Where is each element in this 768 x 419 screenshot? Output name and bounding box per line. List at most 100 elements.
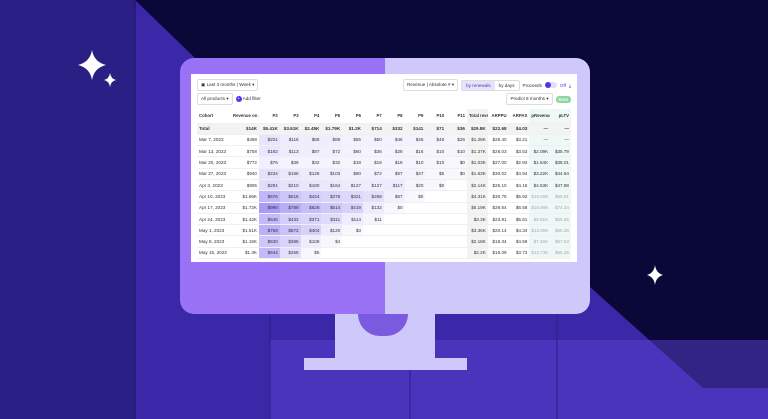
table-cell (446, 202, 467, 214)
table-row[interactable]: Apr 3, 2023 $905 $291 $210 $180 $164 $127 $127 $… (197, 179, 571, 192)
table-cell: $4.59 (508, 235, 530, 248)
table-cell: $3.61K (279, 123, 301, 135)
table-cell: $4.94 (508, 168, 530, 180)
column-header[interactable]: P7 (362, 109, 384, 124)
column-header[interactable]: Cohort (197, 109, 231, 124)
table-cell: $168 (279, 168, 301, 180)
column-header[interactable]: P3 (279, 109, 301, 124)
table-cell: $1.28K (466, 134, 488, 147)
table-row[interactable]: Mar 20, 2023 $772 $76 $39 $32 $32 $18 $18 $18 $10… (197, 156, 571, 169)
table-cell (383, 235, 405, 248)
table-row[interactable]: Mar 7, 2023 $468 $201 $116 $88 $88 $55 $50 $46 $4… (197, 134, 571, 147)
table-cell: $3.36K (466, 224, 488, 237)
table-cell: $9.51K (529, 213, 551, 226)
table-cell: — (550, 123, 571, 135)
table-cell: $676 (259, 190, 280, 203)
column-header[interactable]: Total revenue (466, 109, 488, 124)
column-header[interactable]: P2 (259, 109, 280, 124)
column-header[interactable]: P4 (300, 109, 322, 124)
table-row[interactable]: Apr 24, 2023 $1.42K $645 $432 $371 $311 $114 $1… (197, 213, 571, 226)
column-header[interactable]: Revenue on start (231, 109, 259, 124)
table-cell: $44.94 (550, 168, 571, 180)
table-cell: $50 (362, 134, 384, 147)
table-cell (404, 202, 426, 214)
table-cell (446, 235, 467, 248)
table-cell: $20 (404, 179, 426, 192)
table-row[interactable]: Mar 27, 2023 $940 $234 $168 $126 $103 $80 $72 $5… (197, 168, 571, 180)
table-cell: $371 (300, 213, 322, 226)
proceeds-toggle[interactable] (544, 82, 557, 88)
table-cell: $234 (259, 168, 280, 180)
table-row[interactable]: Apr 17, 2023 $1.72K $990 $789 $628 $514 $419 $1… (197, 202, 571, 214)
predict-select[interactable]: Predict 8 months ▾ (506, 93, 553, 105)
table-cell: $15.99K (529, 202, 551, 214)
by-days-tab[interactable]: by days (498, 82, 515, 88)
table-cell: $0 (383, 202, 405, 214)
table-cell: $1.63K (466, 168, 488, 180)
table-cell: $116 (279, 134, 301, 147)
table-cell: $55 (342, 134, 363, 147)
column-header[interactable]: P6 (342, 109, 363, 124)
table-cell: $10 (404, 156, 426, 169)
table-row[interactable]: Mar 13, 2023 $758 $182 $113 $87 $72 $60 $36 $28 $… (197, 145, 571, 158)
download-icon[interactable]: ⤓ (568, 82, 571, 88)
table-cell: $3.22K (529, 168, 551, 180)
cohort-cell: Apr 3, 2023 (197, 179, 231, 192)
table-row[interactable]: Apr 10, 2023 $1.66K $676 $516 $424 $376 $321 $2… (197, 190, 571, 203)
table-cell: $10 (446, 145, 467, 158)
table-cell: $132 (362, 202, 384, 214)
table-cell: $4.34 (508, 224, 530, 237)
revenue-mode-label: Revenue | Absolute # (406, 82, 451, 87)
column-header[interactable]: P8 (383, 109, 405, 124)
table-cell: $88 (300, 134, 322, 147)
table-cell (404, 224, 426, 237)
table-cell: $291 (259, 179, 280, 192)
table-cell: $321 (342, 190, 363, 203)
table-cell: $46 (404, 134, 426, 147)
table-cell: $46 (425, 134, 447, 147)
table-cell: $424 (300, 190, 322, 203)
column-header[interactable]: P11 (446, 109, 467, 124)
table-cell: $87 (300, 145, 322, 158)
table-cell: $67 (383, 190, 405, 203)
column-header[interactable]: ARPPU (487, 109, 509, 124)
column-header[interactable]: ARPAS (508, 109, 530, 124)
column-header[interactable]: pRevenue (529, 109, 551, 124)
table-cell: $32 (321, 156, 343, 169)
table-row[interactable]: May 15, 2023 $1.3K $644 $258 $5 $2.2K $16.09 $3… (197, 247, 571, 260)
table-row[interactable]: Total $14K $5.41K $3.61K $2.45K $1.79K $1.2K $7… (197, 123, 571, 135)
table-cell: $772 (231, 156, 259, 169)
table-cell (425, 224, 447, 237)
table-row[interactable]: May 8, 2023 $1.15K $530 $385 $108 $4 $2.18K $18… (197, 235, 571, 248)
table-cell: $4 (321, 235, 343, 248)
table-cell: $2.09K (529, 145, 551, 158)
table-cell: — (550, 134, 571, 147)
table-cell: $12.73K (529, 247, 551, 260)
table-cell: $46 (383, 134, 405, 147)
column-header[interactable]: P5 (321, 109, 343, 124)
table-cell: $2.45K (300, 123, 322, 135)
table-row[interactable]: May 1, 2023 $1.51K $758 $572 $404 $120 $3 $3.36… (197, 224, 571, 237)
table-cell (404, 235, 426, 248)
table-cell: $4.16 (508, 179, 530, 192)
table-cell: $1.72K (231, 202, 259, 214)
table-cell: $59.65 (550, 213, 571, 226)
table-cell: $180 (300, 179, 322, 192)
column-header[interactable]: pLTV (550, 109, 571, 124)
table-cell: $66.81 (550, 190, 571, 203)
revenue-mode-select[interactable]: Revenue | Absolute # ▾ (402, 79, 459, 91)
table-cell: $530 (259, 235, 280, 248)
column-header[interactable]: P9 (404, 109, 426, 124)
table-cell: $2.93 (508, 156, 530, 169)
period-select[interactable]: ▣ Last 3 months | Week ▾ (197, 79, 259, 91)
proceeds-label: Proceeds (522, 82, 542, 88)
table-cell: $1.3K (231, 247, 259, 260)
column-header[interactable]: P10 (425, 109, 447, 124)
table-cell: $11 (362, 213, 384, 226)
table-cell: $0 (425, 179, 447, 192)
table-cell: $36 (446, 123, 467, 135)
products-select[interactable]: All products ▾ (197, 93, 233, 105)
by-renewals-tab[interactable]: by renewals (462, 80, 495, 90)
table-cell: $141 (404, 123, 426, 135)
add-filter-button[interactable]: + Add filter (235, 96, 261, 102)
